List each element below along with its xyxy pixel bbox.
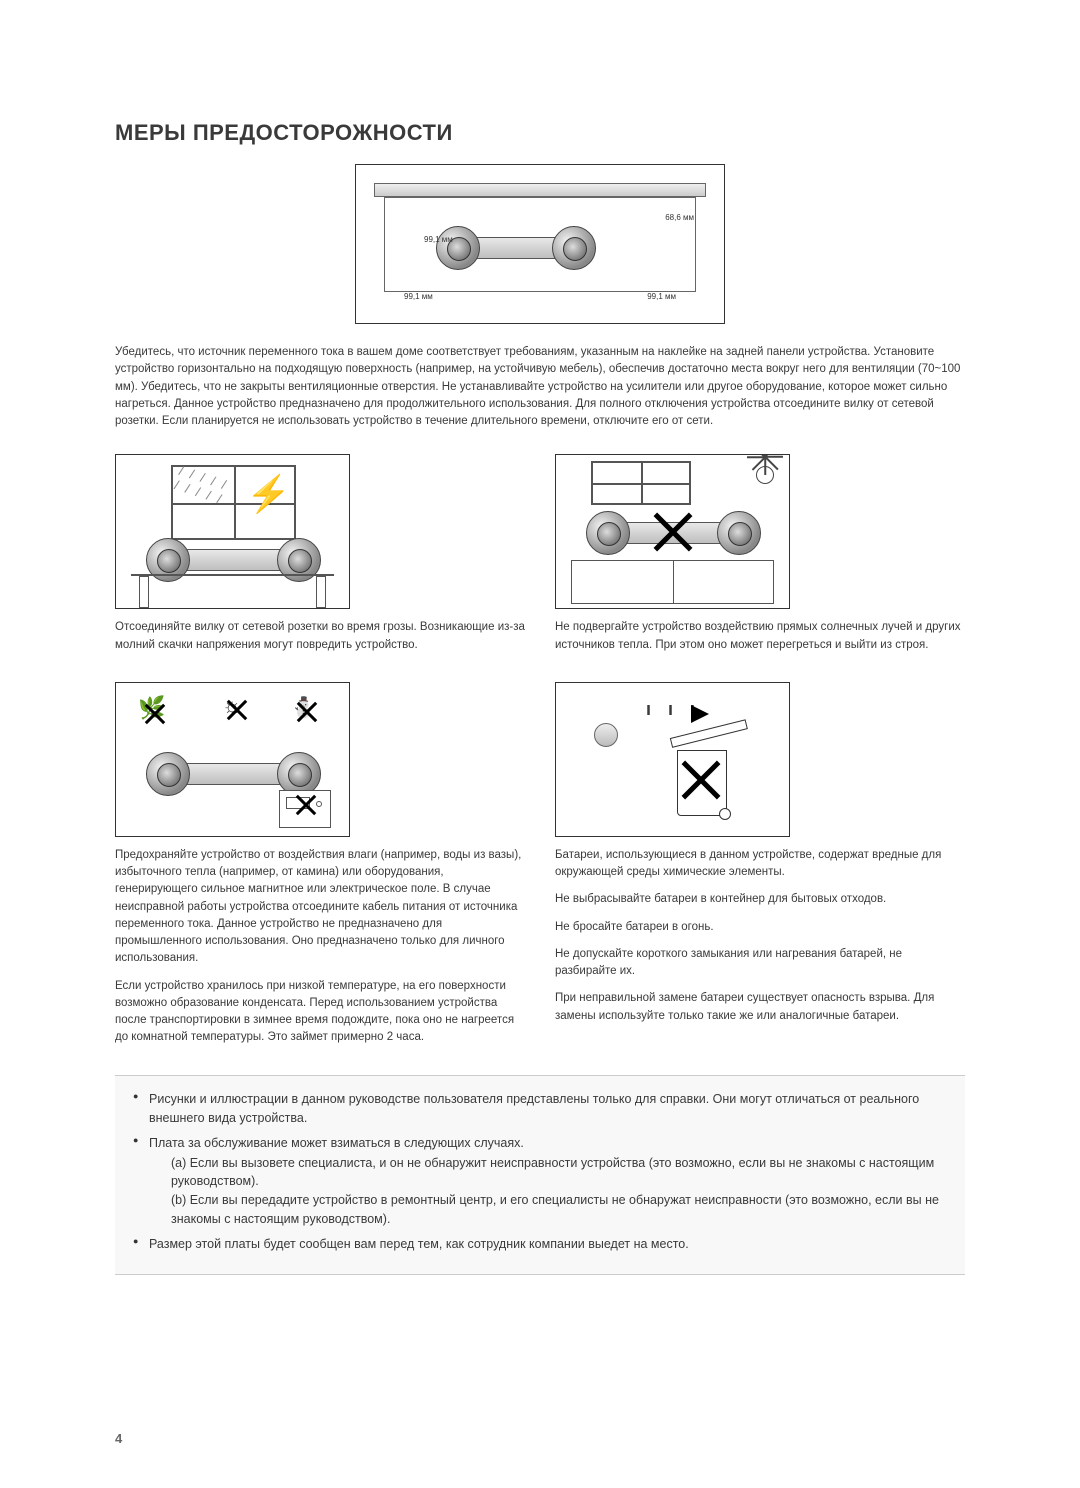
notes-box: Рисунки и иллюстрации в данном руководст… [115,1075,965,1276]
note-item: Плата за обслуживание может взиматься в … [133,1134,947,1228]
col-moisture: 🌿 ☼ ⛄ Предохраняйте устройство от воздей… [115,682,525,1057]
moisture-caption-1: Предохраняйте устройство от воздействия … [115,847,525,968]
note-item: Размер этой платы будет сообщен вам пере… [133,1235,947,1254]
battery-caption-4: Не допускайте короткого замыкания или на… [555,946,965,981]
battery-caption-5: При неправильной замене батареи существу… [555,990,965,1025]
dim-left: 99,1 мм [424,235,453,244]
x-mark-icon [293,792,319,818]
x-mark-icon [224,697,250,723]
note-sub-a: (a) Если вы вызовете специалиста, и он н… [149,1154,947,1192]
shelf-top [374,183,706,197]
col-storm: / / / / // / / / / ⚡ Отсоединяйте вилку … [115,454,525,664]
battery-caption-2: Не выбрасывайте батареи в контейнер для … [555,891,965,908]
manual-page: МЕРЫ ПРЕДОСТОРОЖНОСТИ 68,6 мм 99,1 мм 99… [0,0,1080,1315]
sun-illustration [555,454,790,609]
col-sun: Не подвергайте устройство воздействию пр… [555,454,965,664]
x-mark-icon [294,699,320,725]
battery-caption-1: Батареи, использующиеся в данном устройс… [555,847,965,882]
dim-top: 68,6 мм [665,213,694,222]
clearance-diagram: 68,6 мм 99,1 мм 99,1 мм 99,1 мм [355,164,725,324]
row-2: 🌿 ☼ ⛄ Предохраняйте устройство от воздей… [115,682,965,1057]
cabinet-icon [571,560,774,604]
x-mark-icon [142,701,168,727]
dim-bottom-left: 99,1 мм [404,292,433,301]
moisture-caption-2: Если устройство хранилось при низкой тем… [115,978,525,1047]
note-text: Плата за обслуживание может взиматься в … [149,1136,524,1150]
window-icon [591,461,691,505]
row-1: / / / / // / / / / ⚡ Отсоединяйте вилку … [115,454,965,664]
battery-icon [594,723,618,747]
note-item: Рисунки и иллюстрации в данном руководст… [133,1090,947,1129]
moisture-illustration: 🌿 ☼ ⛄ [115,682,350,837]
intro-text: Убедитесь, что источник переменного тока… [115,344,965,430]
dim-bottom-right: 99,1 мм [647,292,676,301]
note-sub-b: (b) Если вы передадите устройство в ремо… [149,1191,947,1229]
sun-icon [747,457,783,493]
table-icon [131,574,334,604]
sun-caption: Не подвергайте устройство воздействию пр… [555,619,965,654]
device-icon [436,225,596,271]
battery-caption-3: Не бросайте батареи в огонь. [555,919,965,936]
battery-illustration: ı ı ı [555,682,790,837]
arrow-right-icon [691,705,709,723]
storm-illustration: / / / / // / / / / ⚡ [115,454,350,609]
page-number: 4 [115,1431,122,1446]
x-mark-icon [648,507,698,557]
col-battery: ı ı ı Батареи, использующиеся в данном у… [555,682,965,1057]
lightning-icon: ⚡ [246,473,291,515]
page-title: МЕРЫ ПРЕДОСТОРОЖНОСТИ [115,120,965,146]
storm-caption: Отсоединяйте вилку от сетевой розетки во… [115,619,525,654]
x-mark-icon [676,755,726,805]
